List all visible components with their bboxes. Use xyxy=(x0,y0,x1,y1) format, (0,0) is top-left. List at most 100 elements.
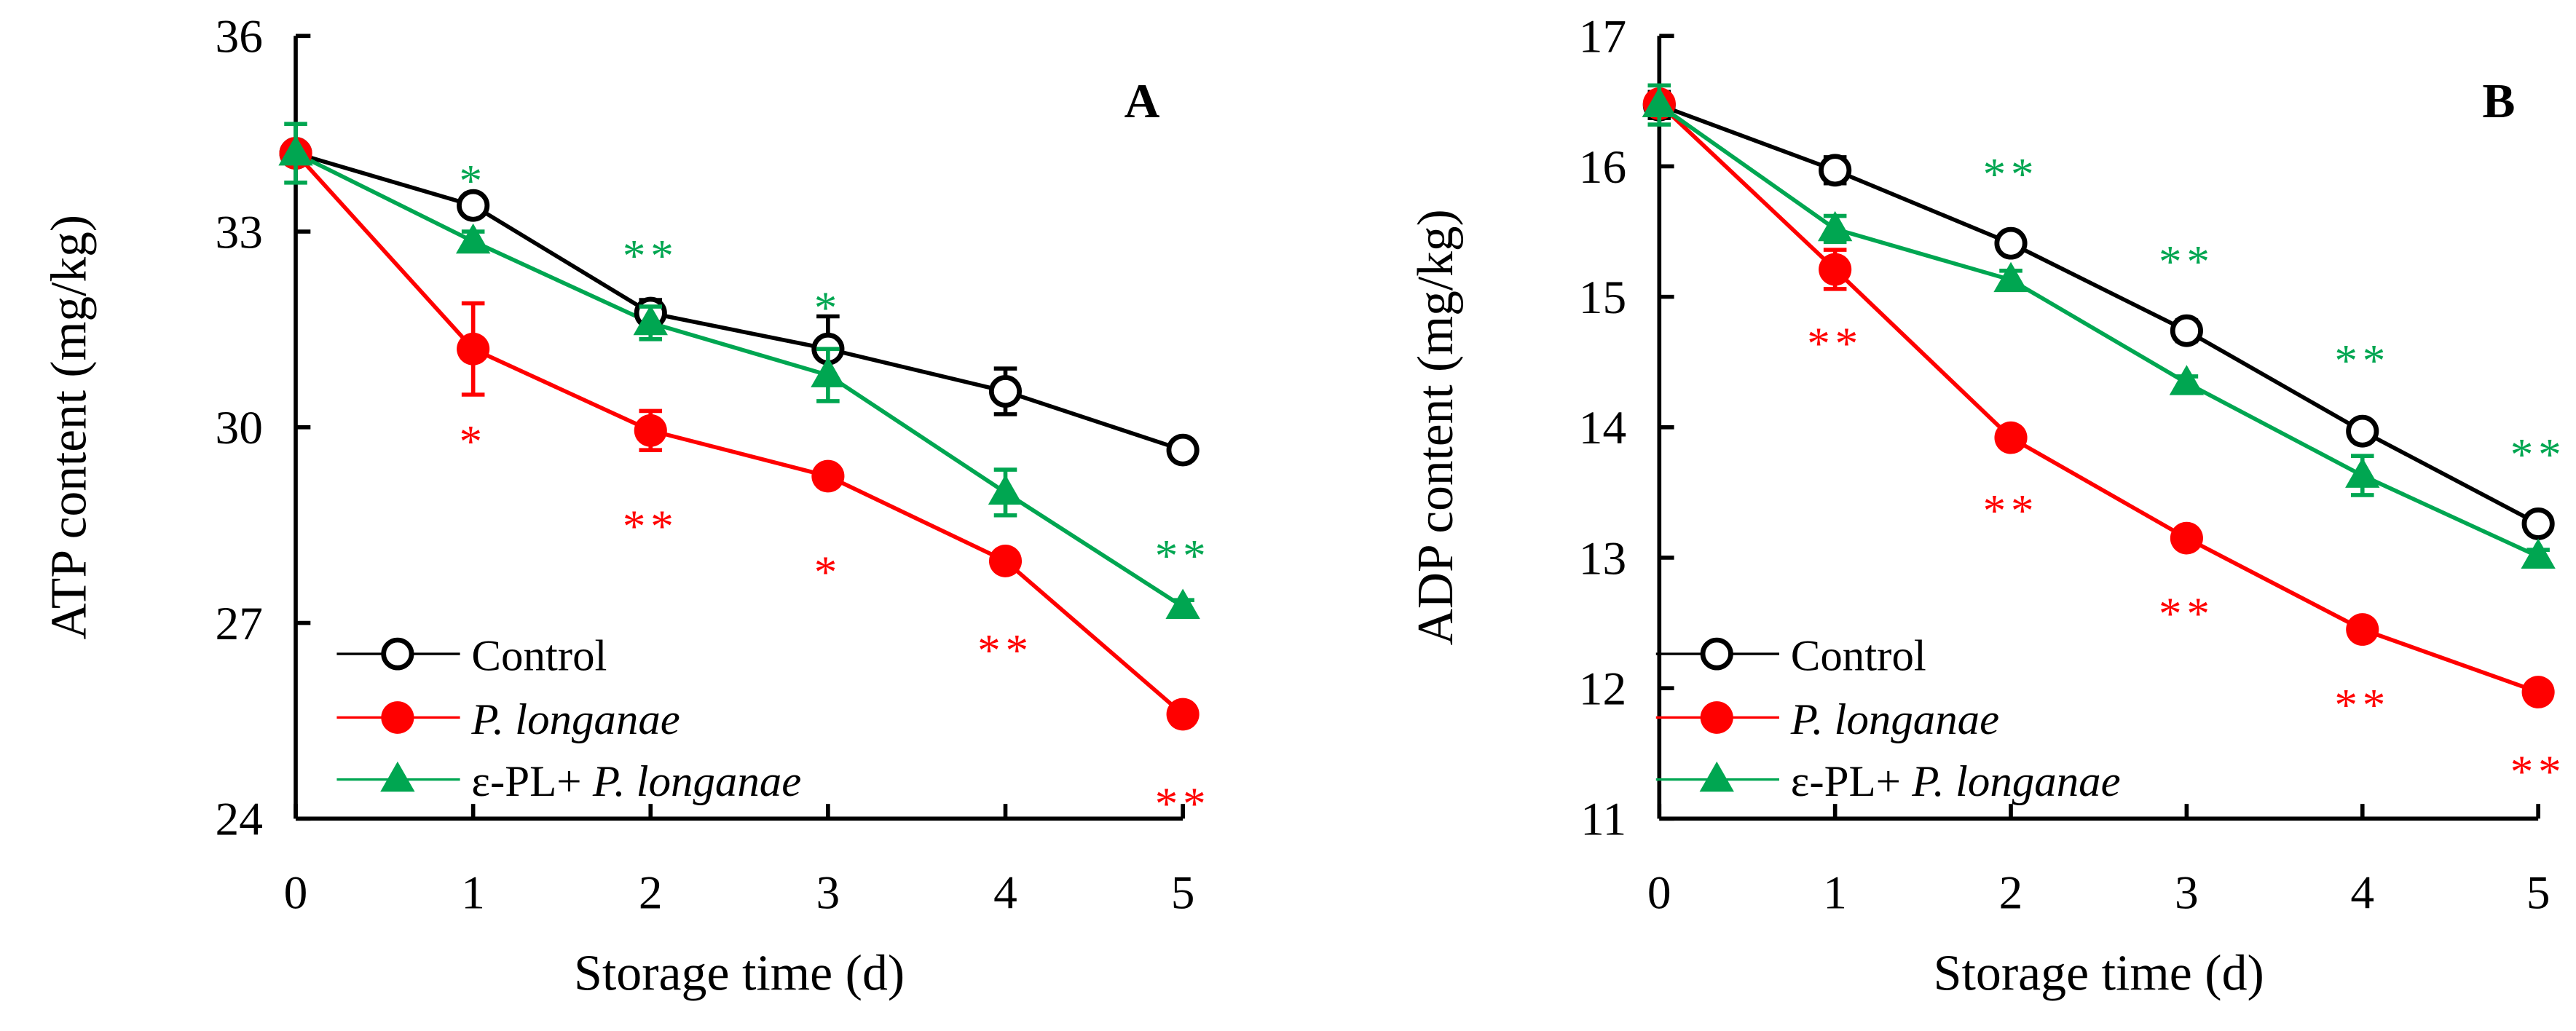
y-tick-label: 14 xyxy=(1579,402,1626,454)
y-axis-label: ADP content (mg/kg) xyxy=(1408,209,1464,645)
legend-item-plong: P. longanae xyxy=(1655,695,1999,744)
series-line-plong xyxy=(294,151,1184,716)
legend-text: Control xyxy=(1791,632,1926,681)
y-tick-label: 36 xyxy=(216,11,263,63)
x-axis-label: Storage time (d) xyxy=(1934,946,2264,1002)
data-point-epl xyxy=(1817,210,1853,242)
legend-marker-control xyxy=(381,637,414,671)
y-tick-label: 12 xyxy=(1579,663,1626,716)
data-point-plong xyxy=(1994,421,2028,454)
series-line-epl xyxy=(294,151,1184,609)
legend-text-italic: P. longanae xyxy=(592,757,801,806)
y-axis-label: ATP content (mg/kg) xyxy=(41,215,97,639)
data-point-plong xyxy=(1819,253,1852,286)
significance-label: ** xyxy=(2334,679,2390,730)
series-line-plong xyxy=(1658,102,2540,695)
y-tick-label: 27 xyxy=(216,598,263,650)
legend-label: Control xyxy=(1791,632,1926,681)
legend-text: Control xyxy=(471,632,607,681)
significance-label: ** xyxy=(1983,149,2039,200)
data-point-control xyxy=(2170,314,2203,347)
legend-marker-control xyxy=(1700,637,1733,671)
data-point-epl xyxy=(1642,87,1677,118)
data-point-epl xyxy=(1165,588,1200,619)
x-tick-label: 3 xyxy=(2175,867,2199,920)
x-tick-label: 5 xyxy=(2526,867,2551,920)
legend-label: ε-PL+ P. longanae xyxy=(1791,757,2121,806)
significance-label: ** xyxy=(2510,746,2567,797)
significance-label: * xyxy=(814,283,842,333)
legend-item-control: Control xyxy=(336,632,607,681)
legend-item-plong: P. longanae xyxy=(336,695,680,744)
x-tick-label: 3 xyxy=(816,867,840,920)
series-line-epl xyxy=(1658,103,2540,558)
y-tick-label: 13 xyxy=(1579,533,1626,585)
legend-text-prefix: ε-PL+ xyxy=(1791,757,1912,806)
x-tick-label: 2 xyxy=(639,867,663,920)
chart-panel-a: 24 27 30 33 36 0 1 2 3 4 5 Storage time (d) ATP cont… xyxy=(41,11,1211,1002)
y-tick-label: 30 xyxy=(216,402,263,454)
legend-item-control: Control xyxy=(1655,632,1926,681)
y-tick-label: 33 xyxy=(216,207,263,259)
legend-label: ε-PL+ P. longanae xyxy=(471,757,801,806)
data-point-epl xyxy=(1993,261,2028,293)
data-point-plong xyxy=(811,459,845,493)
data-point-epl xyxy=(278,135,313,166)
data-point-epl xyxy=(2345,457,2380,488)
series-line-control xyxy=(295,151,1184,452)
legend-item-epl: ε-PL+ P. longanae xyxy=(336,757,801,806)
data-point-epl xyxy=(2521,538,2556,569)
x-tick-label: 0 xyxy=(284,867,308,920)
significance-label: * xyxy=(814,546,842,597)
significance-label: ** xyxy=(2334,335,2390,386)
x-tick-label: 0 xyxy=(1647,867,1671,920)
legend-text: P. longanae xyxy=(1790,695,1999,744)
legend-text-italic: P. longanae xyxy=(1911,757,2120,806)
legend-marker-plong xyxy=(381,701,414,734)
x-tick-label: 4 xyxy=(2350,867,2374,920)
data-point-plong xyxy=(457,332,490,366)
significance-label: * xyxy=(459,416,487,467)
data-point-plong xyxy=(988,545,1023,577)
significance-label: ** xyxy=(1807,318,1863,369)
x-tick-label: 5 xyxy=(1171,867,1195,920)
y-tick-label: 15 xyxy=(1579,272,1626,324)
data-point-control xyxy=(2521,507,2555,540)
x-tick-label: 1 xyxy=(1823,867,1847,920)
significance-label: ** xyxy=(2159,236,2215,287)
legend-marker-epl xyxy=(380,761,415,792)
data-point-epl xyxy=(988,474,1023,505)
x-tick-label: 2 xyxy=(1999,867,2023,920)
significance-label: ** xyxy=(977,625,1033,676)
data-point-epl xyxy=(2169,365,2205,395)
data-point-control xyxy=(1819,154,1852,187)
y-tick-label: 11 xyxy=(1580,794,1626,846)
legend-label: Control xyxy=(471,632,607,681)
significance-label: ** xyxy=(2510,429,2567,480)
y-tick-label: 16 xyxy=(1579,141,1626,194)
significance-label: ** xyxy=(1155,778,1211,829)
significance-label: ** xyxy=(1983,485,2039,536)
data-point-control xyxy=(457,189,490,222)
data-point-plong xyxy=(2521,676,2555,708)
x-axis-label: Storage time (d) xyxy=(574,946,905,1002)
data-point-plong xyxy=(2346,613,2379,646)
legend-text: P. longanae xyxy=(470,695,680,744)
legend-item-epl: ε-PL+ P. longanae xyxy=(1655,757,2121,806)
x-tick-label: 1 xyxy=(461,867,485,920)
data-point-control xyxy=(1994,226,2028,260)
data-point-plong xyxy=(634,414,667,447)
data-point-control xyxy=(2346,414,2379,448)
data-point-control xyxy=(988,375,1023,408)
significance-label: * xyxy=(459,155,487,206)
legend-marker-plong xyxy=(1700,701,1733,734)
panel-label: A xyxy=(1124,74,1160,128)
legend-label: P. longanae xyxy=(1790,695,1999,744)
data-point-plong xyxy=(2170,521,2203,555)
significance-label: ** xyxy=(623,230,679,281)
panel-label: B xyxy=(2482,74,2515,128)
